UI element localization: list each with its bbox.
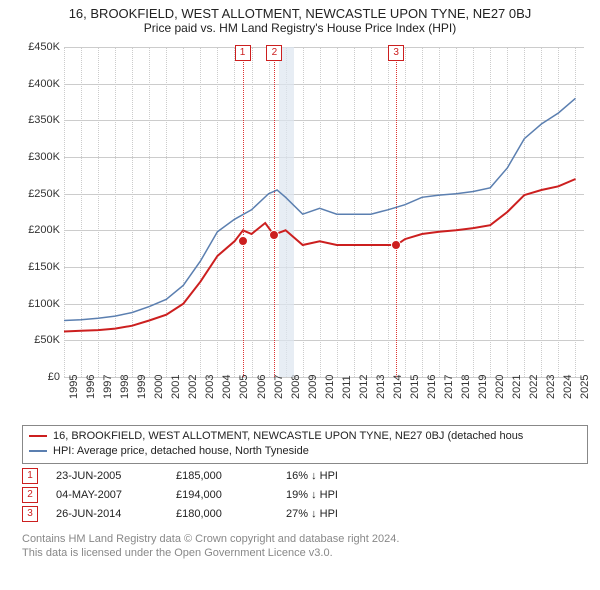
x-tick-label: 2021 xyxy=(511,375,523,399)
sale-row-date: 26-JUN-2014 xyxy=(56,508,176,520)
y-tick-label: £350K xyxy=(18,114,60,126)
x-tick-label: 1998 xyxy=(119,375,131,399)
x-tick-label: 1997 xyxy=(102,375,114,399)
sale-row: 3 26-JUN-2014£180,00027% ↓ HPI xyxy=(22,506,588,522)
sale-marker xyxy=(269,230,279,240)
x-tick-label: 1995 xyxy=(68,375,80,399)
footer-line-2: This data is licensed under the Open Gov… xyxy=(22,546,588,560)
series-hpi xyxy=(64,98,576,320)
x-tick-label: 2003 xyxy=(204,375,216,399)
x-tick-label: 2018 xyxy=(460,375,472,399)
sale-row-date: 04-MAY-2007 xyxy=(56,489,176,501)
x-tick-label: 2006 xyxy=(256,375,268,399)
x-tick-label: 2004 xyxy=(221,375,233,399)
y-tick-label: £250K xyxy=(18,188,60,200)
y-tick-label: £150K xyxy=(18,261,60,273)
sale-row-price: £185,000 xyxy=(176,470,286,482)
x-tick-label: 2005 xyxy=(238,375,250,399)
x-tick-label: 1999 xyxy=(136,375,148,399)
sale-row: 2 04-MAY-2007£194,00019% ↓ HPI xyxy=(22,487,588,503)
legend-item: HPI: Average price, detached house, Nort… xyxy=(29,444,581,459)
x-tick-label: 2010 xyxy=(324,375,336,399)
x-tick-label: 2015 xyxy=(409,375,421,399)
y-tick-label: £400K xyxy=(18,78,60,90)
sale-row-delta: 19% ↓ HPI xyxy=(286,489,338,501)
sale-marker xyxy=(238,236,248,246)
y-tick-label: £300K xyxy=(18,151,60,163)
sale-row-date: 23-JUN-2005 xyxy=(56,470,176,482)
page-subtitle: Price paid vs. HM Land Registry's House … xyxy=(8,21,592,35)
series-property xyxy=(64,179,576,332)
sales-table: 1 23-JUN-2005£185,00016% ↓ HPI 2 04-MAY-200… xyxy=(22,468,588,522)
x-tick-label: 2022 xyxy=(528,375,540,399)
sale-row-flag: 3 xyxy=(22,506,38,522)
x-tick-label: 2020 xyxy=(494,375,506,399)
x-tick-label: 2008 xyxy=(290,375,302,399)
sale-row-flag: 1 xyxy=(22,468,38,484)
x-tick-label: 2001 xyxy=(170,375,182,399)
x-tick-label: 2016 xyxy=(426,375,438,399)
x-tick-label: 2013 xyxy=(375,375,387,399)
x-tick-label: 2007 xyxy=(273,375,285,399)
sale-row-delta: 27% ↓ HPI xyxy=(286,508,338,520)
series-svg xyxy=(64,47,584,377)
x-tick-label: 2011 xyxy=(341,375,353,399)
sale-marker xyxy=(391,240,401,250)
x-tick-label: 2019 xyxy=(477,375,489,399)
sale-row: 1 23-JUN-2005£185,00016% ↓ HPI xyxy=(22,468,588,484)
y-tick-label: £200K xyxy=(18,224,60,236)
price-chart: £0 £50K £100K £150K £200K £250K £300K £350K £400… xyxy=(18,39,588,419)
sale-row-price: £180,000 xyxy=(176,508,286,520)
y-tick-label: £50K xyxy=(18,334,60,346)
x-tick-label: 2002 xyxy=(187,375,199,399)
legend-swatch xyxy=(29,450,47,452)
sale-row-price: £194,000 xyxy=(176,489,286,501)
y-tick-label: £0 xyxy=(18,371,60,383)
sale-row-delta: 16% ↓ HPI xyxy=(286,470,338,482)
x-tick-label: 2017 xyxy=(443,375,455,399)
y-tick-label: £100K xyxy=(18,298,60,310)
x-tick-label: 2014 xyxy=(392,375,404,399)
footer-line-1: Contains HM Land Registry data © Crown c… xyxy=(22,532,588,546)
x-tick-label: 2009 xyxy=(307,375,319,399)
x-tick-label: 2023 xyxy=(545,375,557,399)
footer: Contains HM Land Registry data © Crown c… xyxy=(22,532,588,561)
x-tick-label: 2012 xyxy=(358,375,370,399)
x-tick-label: 2000 xyxy=(153,375,165,399)
legend-item: 16, BROOKFIELD, WEST ALLOTMENT, NEWCASTL… xyxy=(29,429,581,444)
legend-label: HPI: Average price, detached house, Nort… xyxy=(53,445,309,457)
legend: 16, BROOKFIELD, WEST ALLOTMENT, NEWCASTL… xyxy=(22,425,588,464)
y-tick-label: £450K xyxy=(18,41,60,53)
legend-label: 16, BROOKFIELD, WEST ALLOTMENT, NEWCASTL… xyxy=(53,430,523,442)
page-title: 16, BROOKFIELD, WEST ALLOTMENT, NEWCASTL… xyxy=(8,6,592,21)
legend-swatch xyxy=(29,435,47,437)
x-tick-label: 2025 xyxy=(579,375,591,399)
x-tick-label: 2024 xyxy=(562,375,574,399)
sale-row-flag: 2 xyxy=(22,487,38,503)
x-tick-label: 1996 xyxy=(85,375,97,399)
